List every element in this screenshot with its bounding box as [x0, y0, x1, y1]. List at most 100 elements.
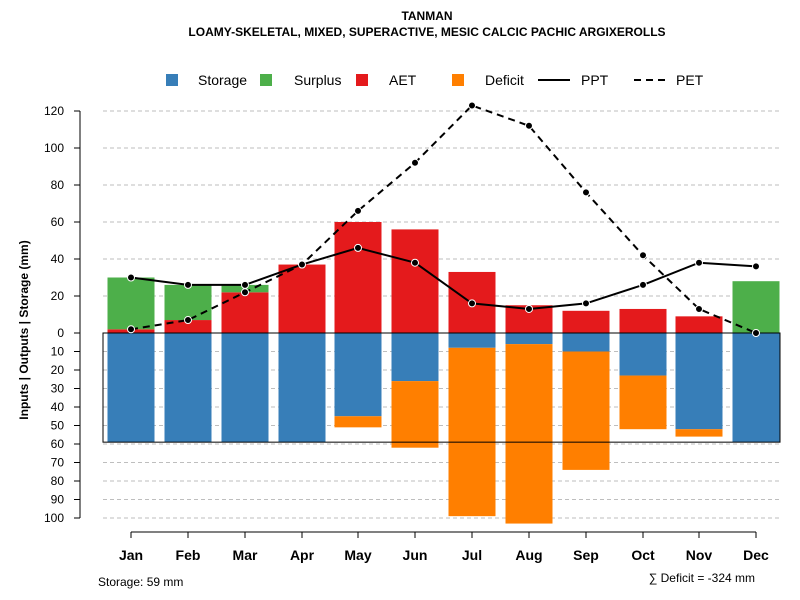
pet-point	[639, 251, 647, 260]
ppt-point	[525, 304, 533, 313]
y-tick-label: 20	[51, 289, 65, 303]
storage-note: Storage: 59 mm	[98, 575, 183, 589]
y-tick-label: 30	[51, 382, 65, 396]
x-tick-label: Sep	[573, 547, 599, 563]
storage-bar	[278, 333, 326, 443]
storage-capacity-box	[102, 332, 781, 443]
y-axis-label: Inputs | Outputs | Storage (mm)	[17, 240, 31, 419]
storage-bar	[448, 333, 496, 348]
y-tick-label: 40	[51, 252, 65, 266]
x-tick-label: Mar	[233, 547, 258, 563]
storage-bar	[334, 333, 382, 417]
y-tick-label: 50	[51, 419, 65, 433]
surplus-bar	[164, 284, 212, 321]
ppt-point	[354, 243, 362, 252]
aet-bar	[619, 308, 667, 333]
storage-bar	[505, 333, 553, 345]
aet-bar	[391, 229, 439, 333]
deficit-bar	[505, 344, 553, 524]
chart-title: TANMAN	[401, 9, 452, 23]
chart-subtitle: LOAMY-SKELETAL, MIXED, SUPERACTIVE, MESI…	[188, 25, 665, 39]
ppt-point	[127, 273, 135, 282]
surplus-bar	[732, 281, 780, 333]
y-tick-label: 90	[51, 493, 65, 507]
legend-label: Storage	[198, 72, 247, 88]
deficit-bar	[562, 351, 610, 470]
pet-point	[354, 206, 362, 215]
aet-bar	[164, 320, 212, 333]
axes: 0 20 40 60 80 100 120 10 20 30 40 50 60 70 80 90 100 Jan F…	[44, 104, 769, 563]
legend-label: Deficit	[485, 72, 524, 88]
x-tick-label: Jul	[462, 547, 482, 563]
ppt-line	[130, 246, 757, 310]
y-tick-label: 0	[57, 326, 64, 340]
pet-point	[525, 121, 533, 130]
pet-point	[752, 329, 760, 337]
y-tick-label: 60	[51, 437, 65, 451]
y-tick-label: 80	[51, 474, 65, 488]
y-tick-label: 20	[51, 363, 65, 377]
legend-label: AET	[389, 72, 417, 88]
pet-point	[184, 316, 192, 325]
pet-point	[468, 101, 476, 110]
deficit-bar	[391, 381, 439, 448]
aet-bar	[562, 310, 610, 333]
legend-label: Surplus	[294, 72, 341, 88]
storage-bar	[619, 333, 667, 376]
aet-bar	[278, 264, 326, 333]
deficit-bar	[334, 416, 382, 428]
y-tick-label: 120	[44, 104, 64, 118]
storage-bar	[562, 333, 610, 352]
x-tick-label: Aug	[515, 547, 542, 563]
aet-bar	[334, 222, 382, 333]
pet-point	[127, 325, 135, 334]
bars	[102, 222, 781, 524]
storage-bar	[732, 333, 780, 443]
x-tick-label: Dec	[743, 547, 769, 563]
y-tick-label: 100	[44, 511, 64, 525]
deficit-note: ∑ Deficit = -324 mm	[649, 571, 755, 585]
pet-point	[695, 304, 703, 313]
ppt-point	[695, 258, 703, 267]
storage-bar	[675, 333, 723, 430]
pet-point	[241, 288, 249, 297]
legend-label: PPT	[581, 72, 609, 88]
series-lines	[127, 101, 760, 337]
deficit-bar	[675, 429, 723, 437]
x-tick-label: Feb	[176, 547, 201, 563]
legend-swatch	[260, 74, 272, 86]
pet-point	[582, 188, 590, 197]
aet-bar	[675, 316, 723, 333]
legend: Storage Surplus AET Deficit PPT PET	[166, 72, 704, 88]
x-tick-label: May	[344, 547, 371, 563]
ppt-point	[241, 280, 249, 289]
storage-bar	[391, 333, 439, 382]
deficit-bar	[619, 375, 667, 430]
legend-swatch	[452, 74, 464, 86]
pet-line	[130, 104, 757, 334]
aet-bar	[221, 292, 269, 333]
surplus-bar	[107, 277, 155, 330]
storage-bar	[107, 333, 155, 443]
y-tick-label: 70	[51, 456, 65, 470]
x-tick-label: Jan	[119, 547, 143, 563]
legend-label: PET	[676, 72, 704, 88]
x-tick-label: Jun	[403, 547, 428, 563]
ppt-point	[184, 280, 192, 289]
x-tick-label: Oct	[631, 547, 655, 563]
y-tick-label: 60	[51, 215, 65, 229]
y-tick-label: 80	[51, 178, 65, 192]
y-tick-label: 100	[44, 141, 64, 155]
ppt-point	[582, 299, 590, 308]
ppt-point	[298, 260, 306, 269]
legend-swatch	[166, 74, 178, 86]
ppt-point	[639, 280, 647, 289]
ppt-point	[411, 258, 419, 267]
y-tick-label: 10	[51, 345, 65, 359]
gridlines	[103, 110, 780, 519]
x-tick-label: Apr	[290, 547, 315, 563]
ppt-point	[752, 262, 760, 271]
pet-point	[411, 158, 419, 167]
legend-swatch	[356, 74, 368, 86]
